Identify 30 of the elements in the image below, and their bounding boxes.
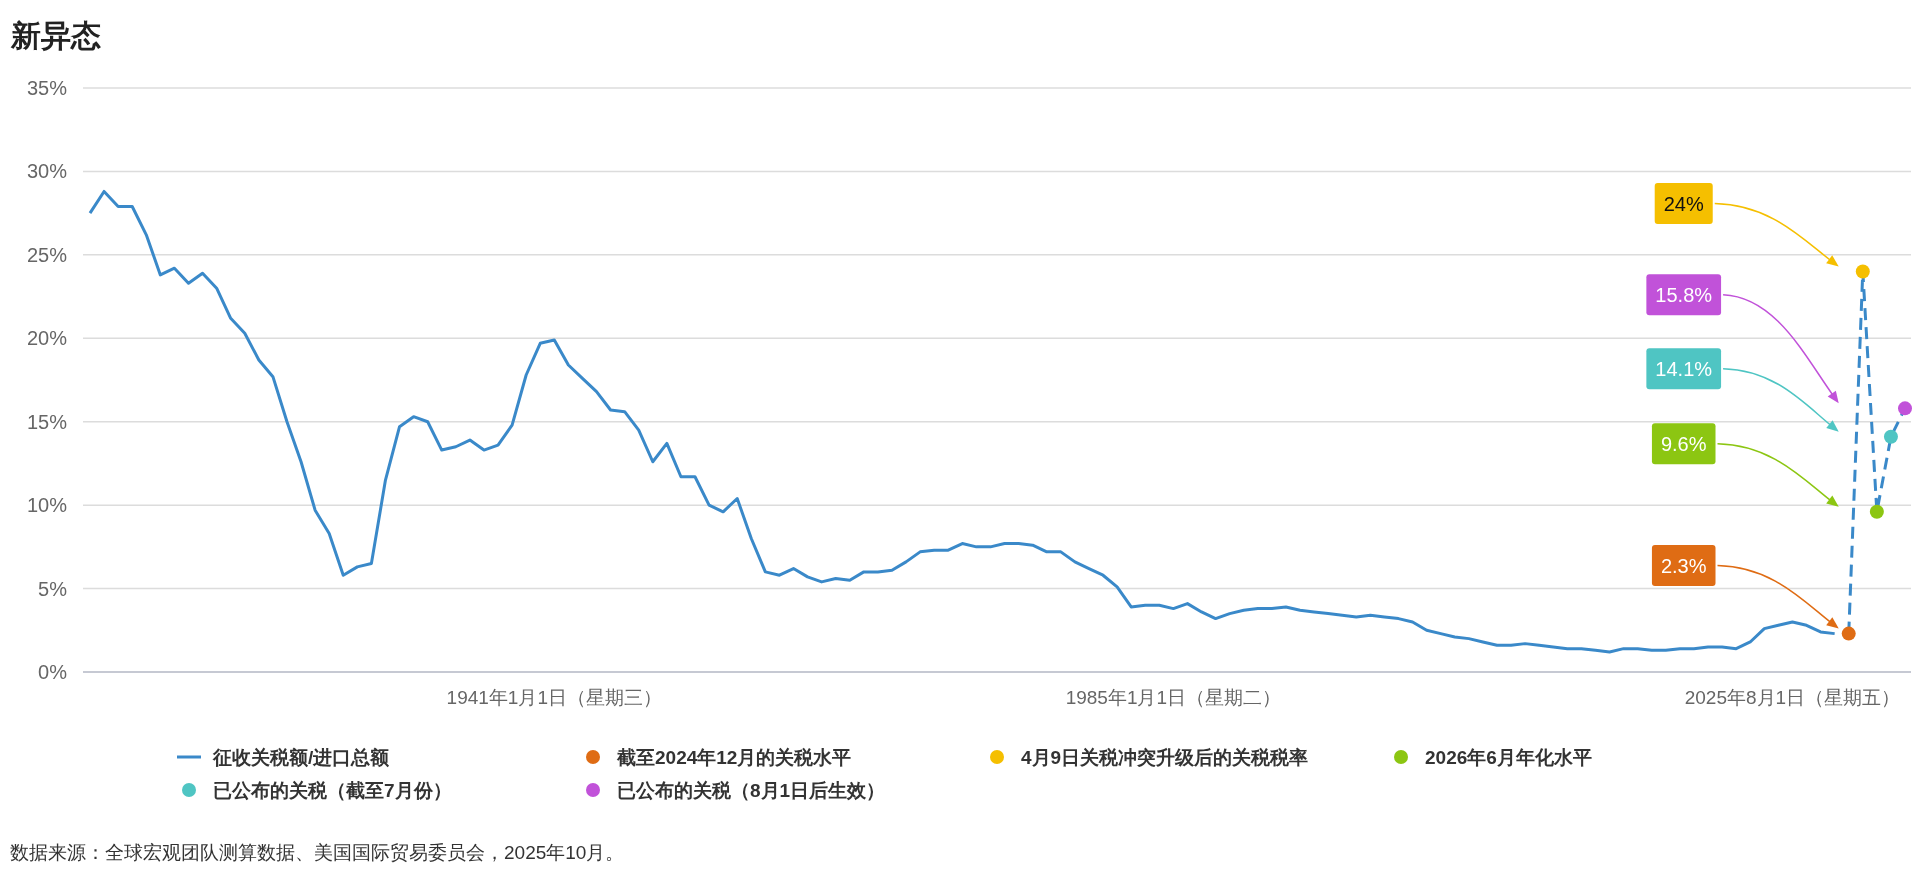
point <box>1855 264 1870 279</box>
x-tick-label: 1941年1月1日（星期三） <box>446 686 663 708</box>
chart-title: 新异态 <box>10 19 101 52</box>
y-tick-label: 20% <box>26 327 68 350</box>
annotation: 15.8% <box>1655 283 1713 306</box>
x-tick-label: 2025年8月1日（星期五） <box>1684 686 1901 708</box>
legend-label: 截至2024年12月的关税水平 <box>616 746 852 768</box>
y-tick-label: 5% <box>38 577 68 600</box>
annotation: 9.6% <box>1660 432 1707 455</box>
x-tick-label: 1985年1月1日（星期二） <box>1065 686 1282 708</box>
y-tick-label: 30% <box>26 160 68 183</box>
legend-label: 4月9日关税冲突升级后的关税税率 <box>1021 746 1309 768</box>
line-series <box>88 189 1837 654</box>
annotation: 14.1% <box>1655 357 1713 380</box>
legend-label: 已公布的关税（截至7月份） <box>213 779 452 801</box>
y-tick-label: 0% <box>38 661 68 683</box>
point <box>1898 401 1912 416</box>
legend-label: 已公布的关税（8月1日后生效） <box>617 779 886 801</box>
y-tick-label: 10% <box>26 494 68 517</box>
annotation: 24% <box>1663 192 1704 215</box>
point <box>1841 626 1856 641</box>
source-note: 数据来源：全球宏观团队测算数据、美国国际贸易委员会，2025年10月。 <box>10 841 625 863</box>
point <box>1883 429 1898 444</box>
point <box>1869 504 1884 519</box>
legend-label: 2026年6月年化水平 <box>1425 746 1592 768</box>
legend-label: 征收关税额/进口总额 <box>212 746 391 768</box>
y-tick-label: 15% <box>26 410 68 433</box>
annotation: 2.3% <box>1660 554 1707 577</box>
y-tick-label: 25% <box>26 243 68 266</box>
y-tick-label: 35% <box>26 77 68 99</box>
